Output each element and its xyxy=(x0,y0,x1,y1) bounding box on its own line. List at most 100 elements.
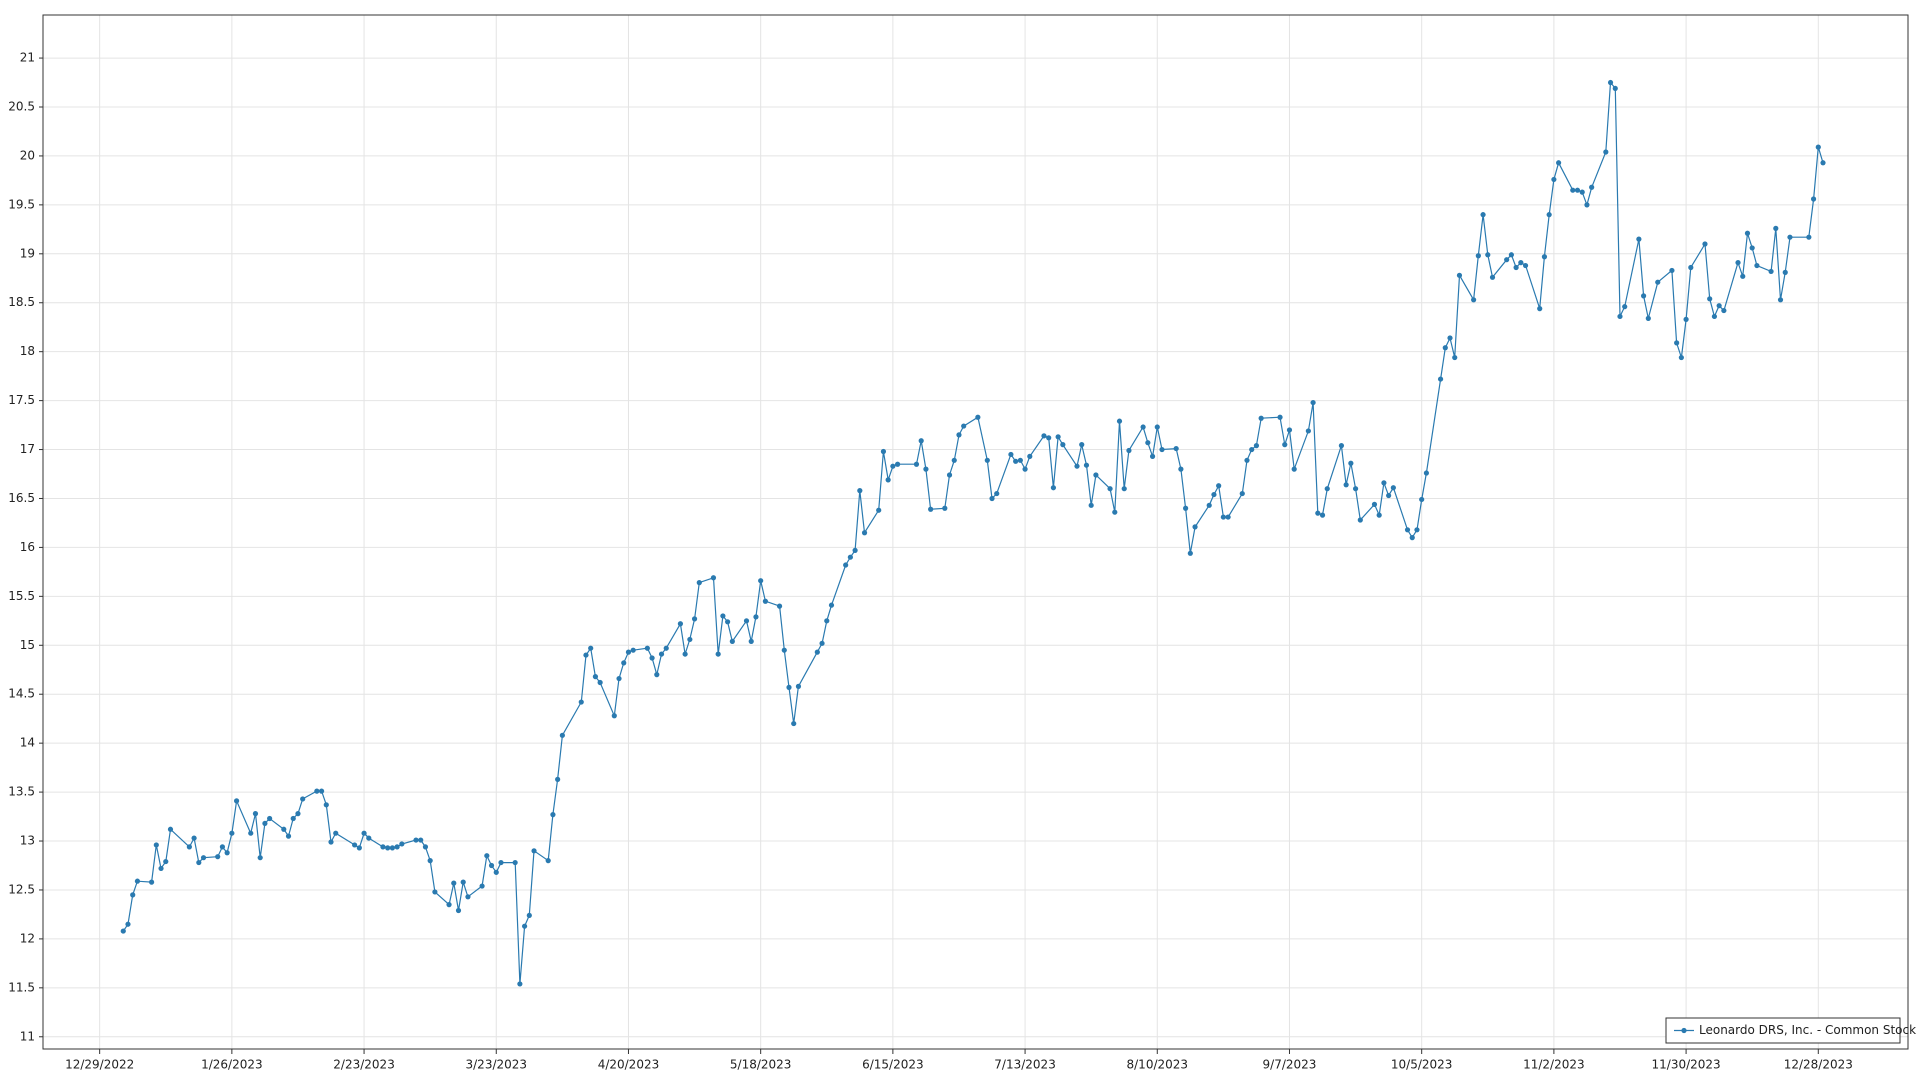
data-point xyxy=(625,649,632,655)
data-point xyxy=(885,477,891,483)
legend-label: Leonardo DRS, Inc. - Common Stock xyxy=(1699,1023,1916,1037)
data-point xyxy=(1702,241,1708,247)
data-point xyxy=(1683,316,1689,322)
y-tick-label: 14.5 xyxy=(8,687,35,701)
data-point xyxy=(1107,486,1113,492)
data-point xyxy=(1617,313,1623,320)
data-point xyxy=(394,844,400,850)
data-point xyxy=(715,651,721,657)
data-point xyxy=(1192,524,1198,530)
data-point xyxy=(200,855,207,861)
data-point xyxy=(460,879,466,885)
data-point xyxy=(252,811,259,817)
x-tick-label: 5/18/2023 xyxy=(730,1058,792,1072)
y-tick-label: 11.5 xyxy=(8,980,35,994)
data-point xyxy=(1674,340,1680,346)
data-point xyxy=(1574,187,1581,193)
data-point xyxy=(323,802,329,808)
y-tick-label: 18 xyxy=(20,344,35,358)
data-point xyxy=(1050,485,1057,491)
x-tick-label: 12/28/2023 xyxy=(1784,1058,1853,1072)
data-point xyxy=(134,878,141,884)
legend-box xyxy=(1665,1017,1901,1044)
data-point xyxy=(710,575,717,581)
data-point xyxy=(1126,447,1132,454)
data-point xyxy=(1244,457,1250,463)
y-tick-label: 17.5 xyxy=(8,393,35,407)
data-point xyxy=(1640,293,1647,299)
data-point xyxy=(1343,482,1349,488)
data-point xyxy=(1357,517,1363,523)
data-point xyxy=(776,603,783,609)
data-point xyxy=(975,414,981,420)
data-point xyxy=(1471,297,1477,303)
data-point xyxy=(215,854,221,860)
y-tick-label: 12.5 xyxy=(8,882,35,896)
data-point xyxy=(432,889,438,895)
data-point xyxy=(758,578,764,584)
data-point xyxy=(422,844,429,850)
data-point xyxy=(928,506,934,512)
data-point xyxy=(1178,466,1184,472)
data-point xyxy=(281,826,287,832)
data-point xyxy=(1088,502,1094,508)
data-point xyxy=(1551,176,1557,183)
data-point xyxy=(1579,189,1585,195)
data-point xyxy=(748,638,754,644)
data-point xyxy=(894,461,901,467)
data-point xyxy=(1310,399,1316,406)
data-point xyxy=(819,640,825,646)
data-point xyxy=(1338,443,1345,449)
data-point xyxy=(521,923,528,929)
data-point xyxy=(1556,160,1562,166)
data-point xyxy=(984,457,990,463)
data-point xyxy=(1820,160,1826,166)
data-point xyxy=(847,554,853,560)
data-point xyxy=(1768,268,1774,275)
data-point xyxy=(961,423,967,429)
y-tick-label: 16 xyxy=(20,540,35,554)
y-tick-label: 19 xyxy=(20,246,35,260)
data-point xyxy=(1008,451,1014,458)
data-point xyxy=(1489,274,1496,280)
data-point xyxy=(828,602,835,608)
data-point xyxy=(248,830,254,836)
data-point xyxy=(328,839,334,845)
data-point xyxy=(1537,306,1543,312)
data-point xyxy=(1225,514,1231,520)
data-point xyxy=(781,647,787,653)
data-point xyxy=(318,788,325,794)
data-point xyxy=(148,879,155,885)
data-point xyxy=(597,679,603,686)
data-point xyxy=(219,844,226,850)
data-point xyxy=(517,981,523,987)
y-tick-label: 13.5 xyxy=(8,785,35,799)
data-point xyxy=(588,645,594,651)
data-point xyxy=(1386,492,1392,499)
data-point xyxy=(1603,149,1609,155)
data-point xyxy=(654,672,660,678)
data-point xyxy=(1140,424,1146,430)
data-point xyxy=(743,618,750,624)
data-point xyxy=(550,812,556,818)
data-point xyxy=(163,858,169,865)
data-point xyxy=(1376,512,1382,518)
data-point xyxy=(1017,457,1023,463)
data-point xyxy=(1754,262,1760,269)
data-point xyxy=(1522,262,1529,269)
data-point xyxy=(644,645,650,651)
data-point xyxy=(1414,527,1420,533)
data-point xyxy=(691,616,698,622)
data-point xyxy=(555,776,561,782)
data-point xyxy=(1612,85,1618,92)
data-point xyxy=(1390,485,1396,491)
data-point xyxy=(1315,510,1321,516)
data-point xyxy=(1744,230,1751,236)
data-point xyxy=(880,448,887,455)
data-point xyxy=(130,892,136,898)
data-point xyxy=(857,488,863,494)
y-tick-label: 17 xyxy=(20,442,35,456)
data-point xyxy=(1277,414,1283,420)
data-point xyxy=(1145,440,1151,446)
